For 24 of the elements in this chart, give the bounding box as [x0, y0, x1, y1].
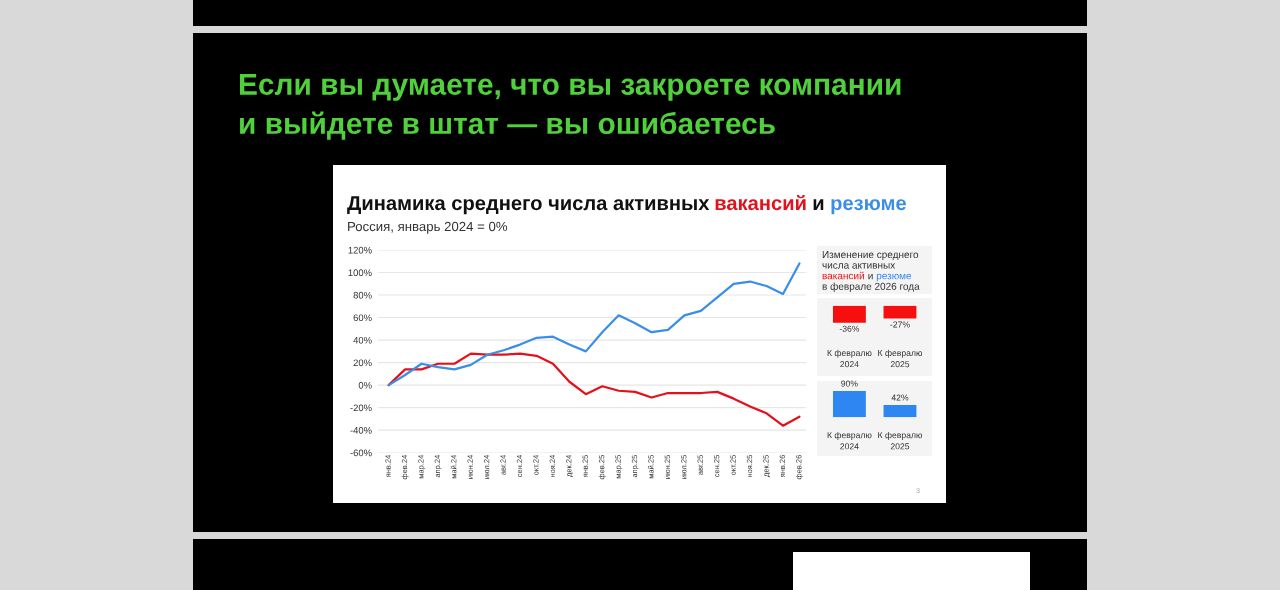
chart-subtitle: Россия, январь 2024 = 0% [348, 221, 508, 234]
line-series [387, 352, 801, 427]
y-tick-label: 20% [353, 359, 372, 367]
x-tick-label: К февралю 2025 [878, 431, 923, 450]
chart-title: Изменение среднего числа активных вакансий и резюме в феврале 2026 года [822, 251, 920, 292]
y-tick-label: 120% [348, 246, 372, 254]
data-label: 90% [841, 380, 858, 387]
y-tick-label: 40% [353, 336, 372, 344]
data-label: -36% [839, 325, 860, 332]
chart-title: Динамика среднего числа активных вакансий и резюме [347, 195, 906, 215]
y-tick-label: 60% [353, 314, 372, 322]
x-tick-label: К февралю 2025 [878, 349, 923, 368]
data-label: 42% [891, 394, 909, 401]
y-tick-label: 0% [358, 381, 372, 389]
x-tick-label: К февралю 2024 [827, 349, 872, 368]
text: Если вы думаете, что вы закроете компании и выйдете в штат — вы ошибаетесь [240, 74, 901, 140]
y-tick-label: 100% [348, 269, 372, 277]
line-series [387, 262, 801, 387]
x-tick-label: К февралю 2024 [827, 431, 872, 450]
y-tick-label: -60% [350, 449, 372, 457]
y-tick-label: -20% [350, 404, 372, 412]
y-tick-label: 80% [353, 291, 372, 299]
y-tick-label: -40% [350, 427, 372, 434]
data-label: -27% [890, 321, 910, 328]
